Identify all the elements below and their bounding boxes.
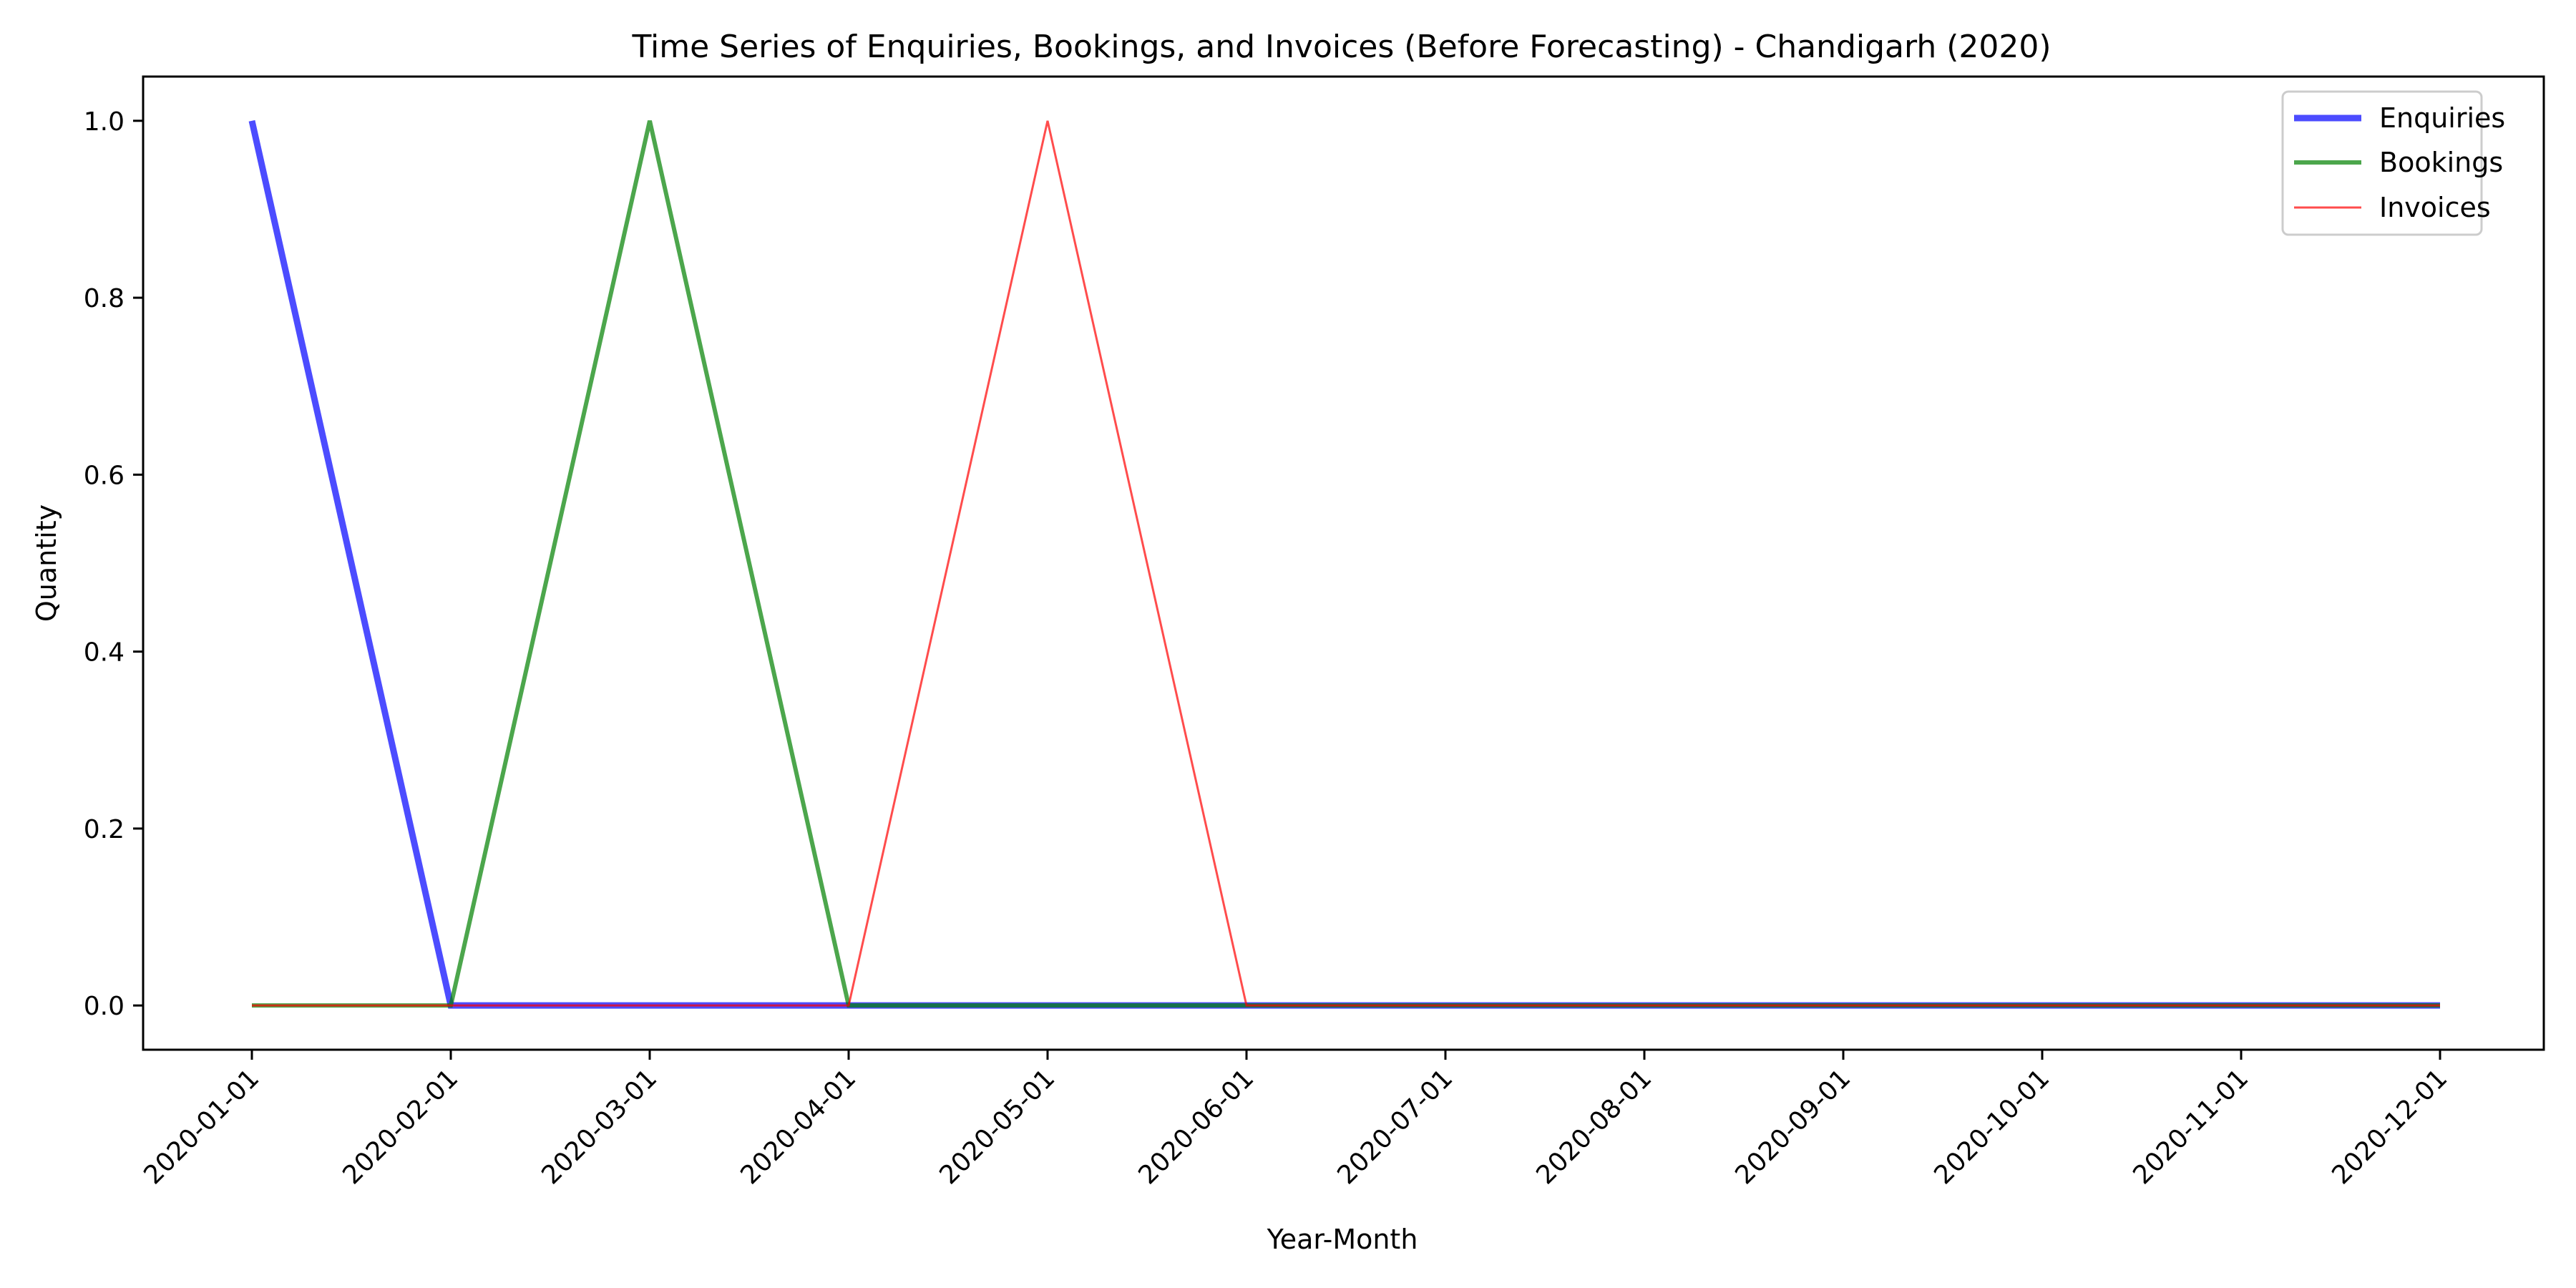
legend: Enquiries Bookings Invoices [2281,90,2505,236]
y-tick-label: 0.0 [84,992,125,1021]
y-tick-label: 1.0 [84,107,125,137]
x-tick-label: 2020-07-01 [1332,1063,1458,1190]
legend-label-bookings: Bookings [2379,147,2503,178]
series-line-enquiries [248,119,2440,1009]
y-axis-label: Quantity [31,504,62,622]
series-line-invoices [252,120,2440,1007]
x-tick-label: 2020-01-01 [138,1063,265,1190]
x-tick-label: 2020-02-01 [337,1063,464,1190]
y-axis: 0.0 0.2 0.4 0.6 0.8 1.0 [84,107,143,1021]
x-tick-label: 2020-09-01 [1729,1063,1856,1190]
y-tick-label: 0.8 [84,284,125,313]
x-tick-label: 2020-05-01 [934,1063,1060,1190]
series-line-bookings [252,120,2440,1008]
plot-area-frame [142,75,2545,1051]
y-tick-label: 0.4 [84,638,125,668]
series-lines [248,119,2440,1009]
y-tick-label: 0.6 [84,461,125,490]
y-tick-label: 0.2 [84,815,125,844]
x-axis: 2020-01-01 2020-02-01 2020-03-01 2020-04-01… [138,1050,2453,1190]
x-tick-label: 2020-11-01 [2127,1063,2254,1190]
legend-box [2281,90,2483,236]
x-axis-label: Year-Month [1267,1224,1418,1255]
chart-title: Time Series of Enquiries, Bookings, and … [631,29,2051,65]
x-tick-label: 2020-06-01 [1133,1063,1259,1190]
x-tick-label: 2020-04-01 [735,1063,862,1190]
x-tick-label: 2020-10-01 [1928,1063,2055,1190]
legend-label-invoices: Invoices [2379,192,2491,223]
x-tick-label: 2020-08-01 [1531,1063,1657,1190]
x-tick-label: 2020-12-01 [2326,1063,2453,1190]
x-tick-label: 2020-03-01 [536,1063,663,1190]
legend-label-enquiries: Enquiries [2379,102,2505,134]
